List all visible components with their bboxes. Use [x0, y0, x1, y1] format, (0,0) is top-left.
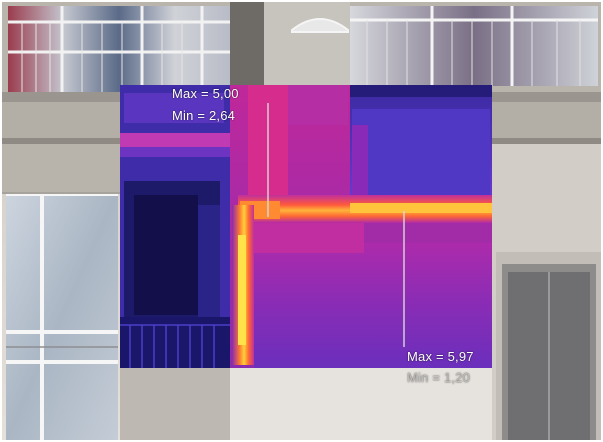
- min-value-bottom: Min = 1,20: [407, 370, 471, 385]
- min-label-bottom: Min = 1,20: [407, 370, 470, 385]
- min-label-top: Min = 2,64: [172, 108, 235, 123]
- thermal-image-overlay: [120, 85, 492, 368]
- thermal-heatmap: [120, 85, 492, 368]
- min-value-top: Min = 2,64: [172, 108, 236, 123]
- max-value-bottom: Max = 5,97: [407, 349, 474, 364]
- max-value-top: Max = 5,00: [172, 86, 239, 101]
- max-label-top: Max = 5,00: [172, 86, 239, 101]
- max-label-bottom: Max = 5,97: [407, 349, 474, 364]
